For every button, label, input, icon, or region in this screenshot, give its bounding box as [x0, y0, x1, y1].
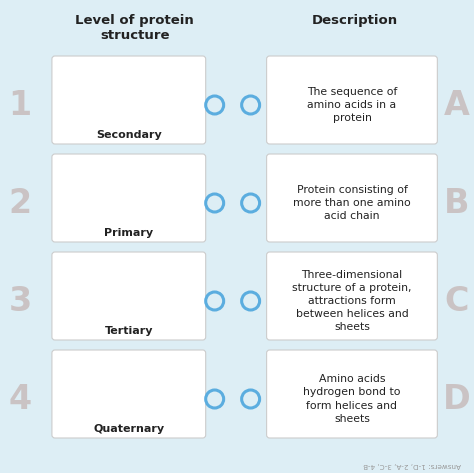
Text: C: C — [444, 284, 469, 317]
Text: Level of protein
structure: Level of protein structure — [75, 14, 194, 42]
Text: B: B — [444, 186, 469, 219]
FancyBboxPatch shape — [266, 252, 438, 340]
Text: 1: 1 — [9, 88, 32, 122]
FancyBboxPatch shape — [266, 56, 438, 144]
Text: 2: 2 — [9, 186, 32, 219]
Text: The sequence of
amino acids in a
protein: The sequence of amino acids in a protein — [307, 87, 397, 123]
Text: Primary: Primary — [104, 228, 154, 238]
Text: Protein consisting of
more than one amino
acid chain: Protein consisting of more than one amin… — [293, 185, 411, 221]
Text: Quaternary: Quaternary — [93, 424, 164, 434]
FancyBboxPatch shape — [52, 154, 206, 242]
FancyBboxPatch shape — [266, 350, 438, 438]
Text: Description: Description — [311, 14, 398, 27]
Text: A: A — [443, 88, 469, 122]
Text: 4: 4 — [9, 383, 32, 415]
Text: Tertiary: Tertiary — [105, 326, 153, 336]
Text: Secondary: Secondary — [96, 130, 162, 140]
FancyBboxPatch shape — [52, 350, 206, 438]
FancyBboxPatch shape — [52, 56, 206, 144]
Text: Answers: 1-D, 2-A, 3-C, 4-B: Answers: 1-D, 2-A, 3-C, 4-B — [364, 462, 461, 468]
Text: Three-dimensional
structure of a protein,
attractions form
between helices and
s: Three-dimensional structure of a protein… — [292, 270, 412, 333]
FancyBboxPatch shape — [52, 252, 206, 340]
Text: D: D — [442, 383, 470, 415]
Text: Amino acids
hydrogen bond to
form helices and
sheets: Amino acids hydrogen bond to form helice… — [303, 374, 401, 424]
FancyBboxPatch shape — [266, 154, 438, 242]
Text: 3: 3 — [9, 284, 32, 317]
